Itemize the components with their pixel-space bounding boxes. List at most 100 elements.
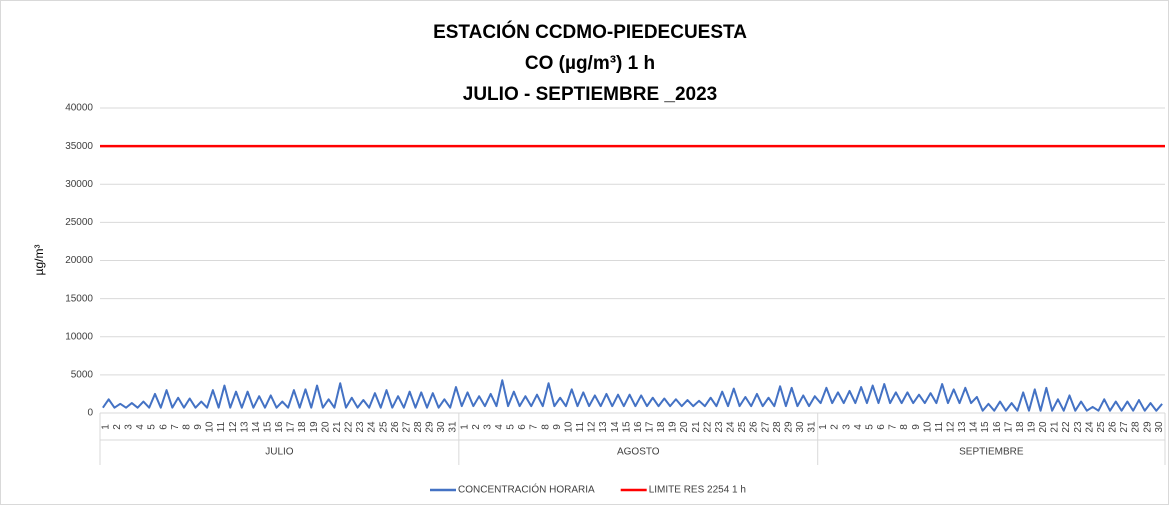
x-tick-label: 5 — [864, 424, 875, 430]
x-tick-label: 28 — [1131, 421, 1142, 433]
x-tick-label: 6 — [158, 424, 169, 430]
x-tick-label: 25 — [378, 421, 389, 433]
x-tick-label: 17 — [1003, 421, 1014, 433]
x-tick-label: 18 — [1015, 421, 1026, 433]
x-tick-label: 10 — [922, 421, 933, 433]
x-tick-label: 16 — [633, 421, 644, 433]
x-tick-label: 11 — [934, 421, 945, 432]
y-tick-label: 0 — [87, 408, 93, 419]
x-tick-label: 10 — [205, 421, 216, 433]
x-tick-label: 15 — [262, 421, 273, 433]
x-tick-label: 19 — [1027, 421, 1038, 433]
x-tick-label: 8 — [540, 424, 551, 430]
x-tick-label: 16 — [992, 421, 1003, 433]
x-tick-label: 25 — [737, 421, 748, 433]
x-tick-label: 24 — [367, 421, 378, 433]
y-axis-label: µg/m³ — [32, 245, 46, 276]
x-tick-label: 18 — [656, 421, 667, 433]
x-tick-label: 5 — [506, 424, 517, 430]
x-tick-label: 2 — [112, 424, 123, 430]
y-tick-label: 20000 — [65, 255, 93, 266]
x-tick-label: 29 — [1142, 421, 1153, 433]
x-tick-label: 9 — [193, 424, 204, 430]
x-tick-label: 1 — [100, 424, 111, 430]
x-tick-label: 6 — [517, 424, 528, 430]
x-tick-label: 24 — [1084, 421, 1095, 433]
x-tick-label: 10 — [563, 421, 574, 433]
x-tick-label: 11 — [216, 421, 227, 432]
x-tick-label: 23 — [714, 421, 725, 433]
x-tick-label: 15 — [980, 421, 991, 433]
x-tick-label: 17 — [645, 421, 656, 433]
x-tick-label: 27 — [401, 421, 412, 433]
x-tick-label: 6 — [876, 424, 887, 430]
x-tick-label: 31 — [448, 421, 459, 433]
x-tick-label: 12 — [587, 421, 598, 433]
x-tick-label: 31 — [807, 421, 818, 433]
x-tick-label: 14 — [610, 421, 621, 433]
x-tick-label: 1 — [459, 424, 470, 430]
x-tick-label: 12 — [228, 421, 239, 433]
x-tick-label: 5 — [147, 424, 158, 430]
x-tick-label: 14 — [251, 421, 262, 433]
x-tick-label: 11 — [575, 421, 586, 432]
legend-label: CONCENTRACIÓN HORARIA — [458, 483, 595, 496]
x-tick-label: 3 — [841, 424, 852, 430]
y-tick-label: 35000 — [65, 141, 93, 152]
x-tick-label: 20 — [320, 421, 331, 433]
group-label: SEPTIEMBRE — [959, 447, 1024, 458]
x-tick-label: 18 — [297, 421, 308, 433]
x-tick-label: 13 — [239, 421, 250, 433]
group-label: JULIO — [265, 447, 294, 458]
y-tick-label: 40000 — [65, 103, 93, 114]
chart-subtitle: JULIO - SEPTIEMBRE _2023 — [463, 84, 717, 105]
x-tick-label: 21 — [691, 421, 702, 433]
x-tick-label: 9 — [911, 424, 922, 430]
x-tick-label: 22 — [1061, 421, 1072, 433]
x-tick-label: 3 — [482, 424, 493, 430]
group-label: AGOSTO — [617, 447, 660, 458]
x-tick-label: 7 — [529, 424, 540, 430]
x-tick-label: 15 — [621, 421, 632, 433]
y-tick-label: 10000 — [65, 331, 93, 342]
x-tick-label: 17 — [286, 421, 297, 433]
x-tick-label: 23 — [355, 421, 366, 433]
x-tick-label: 13 — [598, 421, 609, 433]
x-tick-label: 8 — [899, 424, 910, 430]
x-tick-label: 14 — [969, 421, 980, 433]
x-tick-label: 19 — [309, 421, 320, 433]
x-tick-label: 27 — [760, 421, 771, 433]
legend-label: LIMITE RES 2254 1 h — [649, 485, 746, 496]
x-tick-label: 16 — [274, 421, 285, 433]
y-tick-label: 30000 — [65, 179, 93, 190]
x-tick-label: 27 — [1119, 421, 1130, 433]
data-line — [102, 379, 1163, 412]
x-tick-label: 9 — [552, 424, 563, 430]
x-tick-label: 20 — [1038, 421, 1049, 433]
chart-title: ESTACIÓN CCDMO-PIEDECUESTA — [433, 21, 747, 43]
x-tick-label: 30 — [1154, 421, 1165, 433]
x-tick-label: 26 — [390, 421, 401, 433]
x-tick-label: 4 — [135, 424, 146, 430]
x-tick-label: 26 — [749, 421, 760, 433]
x-tick-label: 23 — [1073, 421, 1084, 433]
x-tick-label: 8 — [181, 424, 192, 430]
x-tick-label: 3 — [124, 424, 135, 430]
x-tick-label: 28 — [413, 421, 424, 433]
x-tick-label: 22 — [702, 421, 713, 433]
x-tick-label: 7 — [888, 424, 899, 430]
x-tick-label: 26 — [1108, 421, 1119, 433]
chart-subtitle: CO (µg/m³) 1 h — [525, 53, 655, 74]
x-tick-label: 28 — [772, 421, 783, 433]
y-tick-label: 15000 — [65, 293, 93, 304]
x-tick-label: 2 — [830, 424, 841, 430]
x-tick-label: 29 — [783, 421, 794, 433]
x-tick-label: 25 — [1096, 421, 1107, 433]
x-tick-label: 12 — [945, 421, 956, 433]
x-tick-label: 19 — [668, 421, 679, 433]
x-tick-label: 21 — [1050, 421, 1061, 433]
x-tick-label: 4 — [494, 424, 505, 430]
x-tick-label: 7 — [170, 424, 181, 430]
x-tick-label: 4 — [853, 424, 864, 430]
